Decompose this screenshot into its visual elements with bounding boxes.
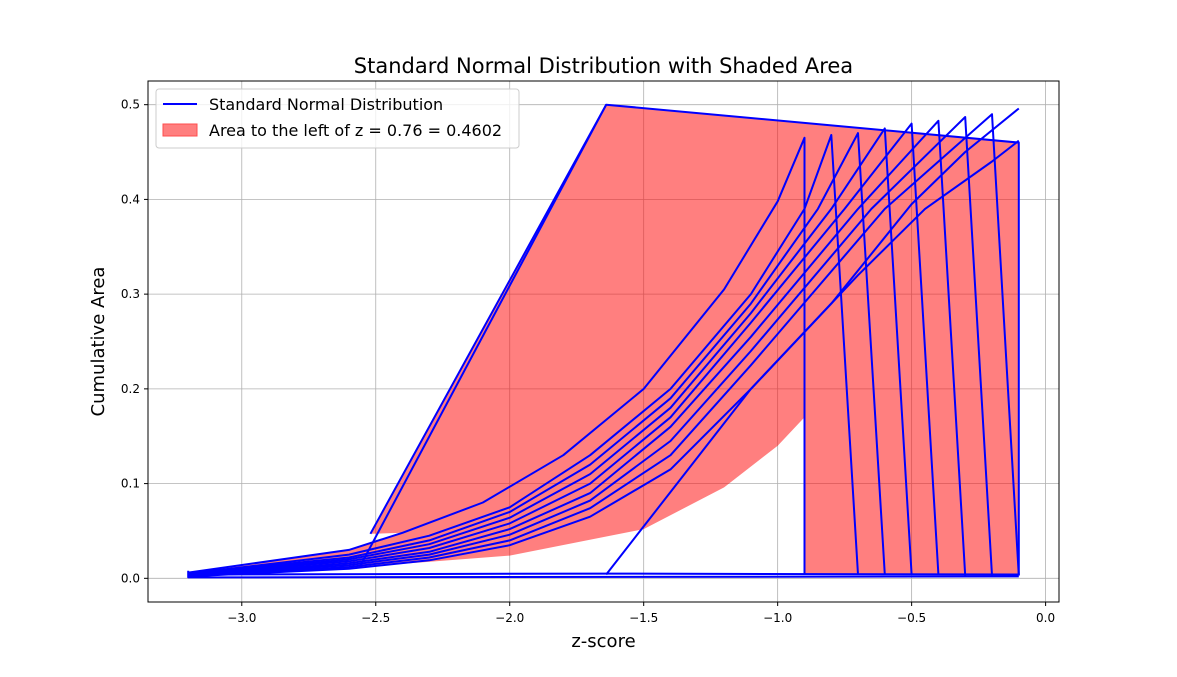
y-tick-label: 0.3 (121, 287, 140, 301)
y-tick-label: 0.0 (121, 571, 140, 585)
distribution-line-0 (369, 103, 1020, 576)
y-tick-label: 0.2 (121, 382, 140, 396)
legend-box (155, 88, 520, 149)
x-tick-label: −0.5 (897, 611, 926, 625)
distribution-line-1 (188, 136, 806, 574)
x-tick-label: −1.0 (763, 611, 792, 625)
x-tick-label: −2.0 (495, 611, 524, 625)
y-tick-label: 0.1 (121, 477, 140, 491)
x-tick-label: −3.0 (227, 611, 256, 625)
distribution-line-5 (188, 122, 940, 576)
shaded-area-1 (370, 104, 1019, 576)
distribution-line-8 (188, 113, 1020, 578)
distribution-line-11 (605, 139, 1020, 576)
y-axis-title: Cumulative Area (88, 267, 109, 417)
x-axis-title: z-score (571, 631, 635, 652)
distribution-line-13 (188, 572, 1019, 576)
distribution-line-4 (188, 127, 913, 576)
x-tick-label: −2.5 (361, 611, 390, 625)
distribution-line-7 (188, 116, 993, 577)
plot-content (187, 103, 1020, 579)
distribution-line-9 (188, 107, 1020, 578)
y-tick-label: 0.5 (121, 98, 140, 112)
distribution-line-2 (188, 134, 859, 575)
legend: Standard Normal Distribution Area to the… (155, 88, 520, 149)
legend-label-distribution: Standard Normal Distribution (209, 95, 443, 114)
distribution-line-6 (188, 119, 967, 577)
legend-label-area: Area to the left of z = 0.76 = 0.4602 (209, 121, 502, 140)
chart-title: Standard Normal Distribution with Shaded… (354, 54, 853, 78)
legend-patch-swatch (162, 123, 198, 137)
x-tick-label: −1.5 (629, 611, 658, 625)
x-tick-label: 0.0 (1036, 611, 1055, 625)
distribution-line-12 (187, 570, 1019, 579)
distribution-line-3 (188, 132, 886, 575)
y-tick-label: 0.4 (121, 192, 140, 206)
distribution-line-10 (358, 104, 608, 568)
ticks: −3.0 −2.5 −2.0 −1.5 −1.0 −0.5 0.0 0.0 0.1 0.2 0.3 0… (121, 98, 1055, 625)
plot-frame (147, 80, 1060, 603)
